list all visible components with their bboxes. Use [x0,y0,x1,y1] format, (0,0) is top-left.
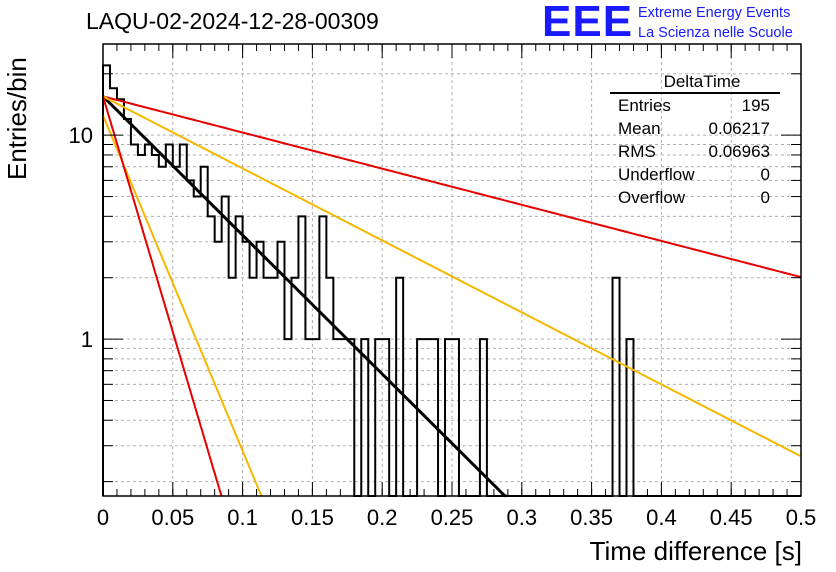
stats-value: 0.06963 [708,142,770,161]
x-tick-label: 0.4 [646,505,677,530]
logo-caption: Extreme Energy Events La Scienza nelle S… [638,3,793,43]
fit-curve [101,95,507,498]
grid-lines [103,44,801,496]
x-tick-label: 0.2 [367,505,398,530]
x-tick-label: 0.35 [570,505,613,530]
stats-box-title: DeltaTime [610,72,780,94]
stats-value: 0 [760,188,770,207]
stats-row-rms: RMS 0.06963 [610,140,780,163]
x-axis-label: Time difference [s] [589,536,802,566]
stats-value: 195 [741,96,770,115]
x-tick-label: 0.1 [227,505,258,530]
y-axis-label: Entries/bin [2,57,32,180]
x-tick-label: 0.15 [291,505,334,530]
stats-label: Overflow [618,188,686,207]
x-tick-label: 0.25 [431,505,474,530]
stats-label: Underflow [618,165,695,184]
stats-value: 0 [760,165,770,184]
stats-label: Mean [618,119,661,138]
x-tick-label: 0.05 [151,505,194,530]
stats-row-overflow: Overflow 0 [610,186,780,209]
stats-label: Entries [618,96,671,115]
logo-caption-line1: Extreme Energy Events [638,5,791,21]
logo-caption-line2: La Scienza nelle Scuole [638,25,793,41]
bound-lower-fast-curve [102,115,263,497]
stats-box: DeltaTime Entries 195 Mean 0.06217 RMS 0.06… [610,72,780,209]
axis-ticks [102,44,802,496]
plot-title: LAQU-02-2024-12-28-00309 [86,8,379,34]
x-tick-label: 0 [97,505,109,530]
stats-value: 0.06217 [708,119,770,138]
fit-curves [101,95,802,498]
stats-label: RMS [618,142,656,161]
bound-upper-slow-curve [102,95,802,279]
histogram-outline [102,64,801,497]
bound-upper-fast-curve [102,96,223,497]
eee-logo: EEE [542,0,634,46]
x-tick-label: 0.5 [786,505,817,530]
stats-row-entries: Entries 195 [610,94,780,117]
x-tick-label: 0.45 [710,505,753,530]
bound-lower-slow-curve [102,95,802,458]
stats-row-mean: Mean 0.06217 [610,117,780,140]
y-tick-label: 1 [81,327,93,352]
y-tick-label: 10 [69,123,93,148]
x-tick-label: 0.3 [507,505,538,530]
stats-row-underflow: Underflow 0 [610,163,780,186]
tick-labels: 0 0.05 0.1 0.15 0.2 0.25 0.3 0.35 0.4 0.45 0.5 1 10 [69,123,817,530]
histogram-bars [102,64,801,497]
